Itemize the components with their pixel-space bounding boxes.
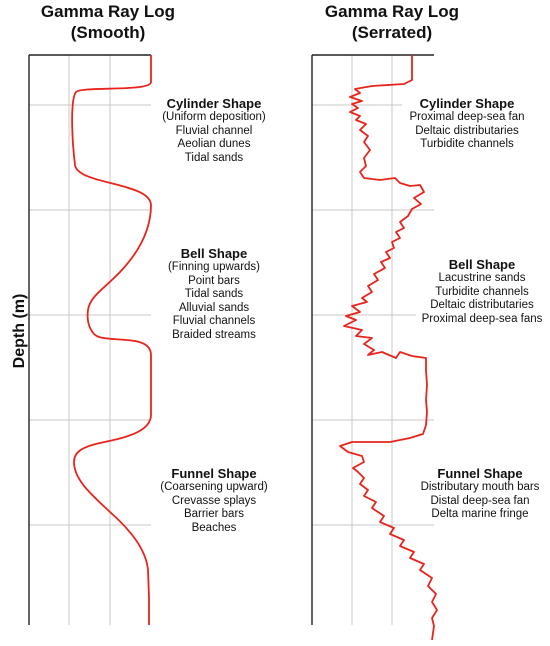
cylinder-shape-block: Cylinder Shape (Uniform deposition) Fluv… (154, 96, 274, 166)
block-heading: Funnel Shape (437, 466, 523, 481)
panel-title-serrated: Gamma Ray Log (Serrated) (312, 1, 472, 43)
block-line: (Coarsening upward) (160, 481, 268, 493)
block-line: Turbidite channels (420, 138, 514, 151)
block-line: Barrier bars (183, 508, 245, 521)
block-heading: Funnel Shape (171, 466, 257, 481)
block-line: Braided streams (172, 328, 256, 341)
funnel-shape-block: Funnel Shape Distributary mouth bars Dis… (414, 466, 546, 522)
cylinder-shape-block: Cylinder Shape Proximal deep-sea fan Del… (402, 96, 532, 152)
gamma-ray-curve-serrated (339, 55, 438, 641)
block-line: Turbidite channels (435, 285, 529, 298)
block-line: (Finning upwards) (167, 261, 261, 273)
block-line: Beaches (191, 521, 237, 534)
bell-shape-block: Bell Shape Lacustrine sands Turbidite ch… (416, 257, 548, 327)
block-line: Proximal deep-sea fan (409, 111, 525, 123)
panel-title-line2: (Smooth) (70, 23, 146, 42)
block-line: (Uniform deposition) (162, 111, 266, 123)
block-line: Point bars (188, 274, 240, 287)
block-line: Fluvial channels (172, 315, 256, 328)
block-line: Tidal sands (184, 288, 244, 301)
block-line: Tidal sands (184, 151, 244, 164)
block-heading: Cylinder Shape (419, 96, 515, 111)
grid-lines (29, 55, 151, 625)
block-heading: Bell Shape (180, 246, 248, 261)
panel-smooth (28, 54, 152, 625)
gamma-ray-curve-smooth (71, 55, 152, 625)
panel-title-line2: (Serrated) (351, 23, 433, 42)
block-line: Aeolian dunes (177, 138, 251, 151)
block-heading: Cylinder Shape (166, 96, 262, 111)
block-line: Delta marine fringe (431, 508, 529, 521)
block-line: Distributary mouth bars (420, 481, 540, 493)
block-line: Deltaic distributaries (430, 299, 534, 312)
block-line: Fluvial channel (175, 124, 253, 137)
grid-lines (312, 55, 434, 625)
block-line: Deltaic distributaries (415, 124, 519, 137)
bell-shape-block: Bell Shape (Finning upwards) Point bars … (154, 246, 274, 343)
panel-title-line1: Gamma Ray Log (324, 2, 460, 21)
panel-title-line1: Gamma Ray Log (40, 2, 176, 21)
funnel-shape-block: Funnel Shape (Coarsening upward) Crevass… (154, 466, 274, 536)
block-line: Proximal deep-sea fans (421, 312, 543, 325)
panel-serrated (311, 54, 438, 641)
block-line: Lacustrine sands (438, 272, 526, 284)
block-line: Crevasse splays (171, 494, 257, 507)
panel-title-smooth: Gamma Ray Log (Smooth) (28, 1, 188, 43)
block-line: Distal deep-sea fan (430, 494, 530, 507)
block-line: Alluvial sands (178, 301, 250, 314)
block-heading: Bell Shape (448, 257, 516, 272)
